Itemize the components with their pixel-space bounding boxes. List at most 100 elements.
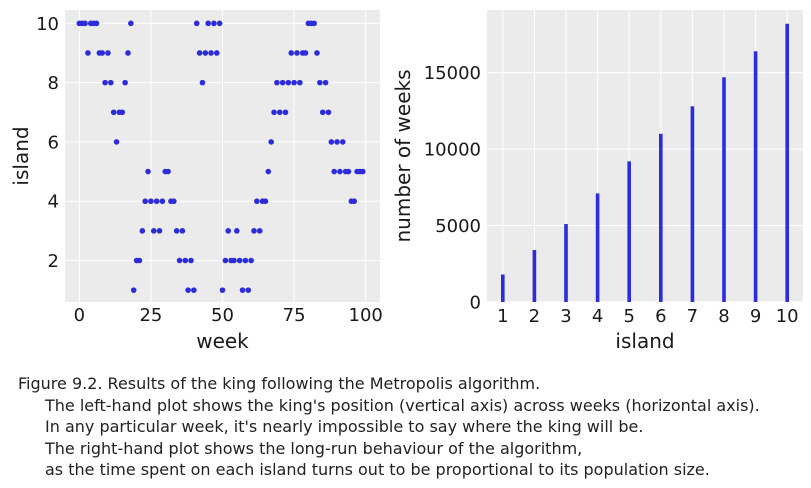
- x-tick-label: 50: [211, 305, 234, 326]
- y-tick-label: 6: [48, 132, 59, 153]
- y-tick-label: 0: [470, 293, 481, 314]
- caption-line-2: The left-hand plot shows the king's posi…: [45, 395, 760, 415]
- data-point: [345, 168, 352, 175]
- caption-line-5: as the time spent on each island turns o…: [45, 460, 710, 479]
- data-point: [234, 228, 240, 234]
- data-point: [85, 50, 91, 56]
- plot-area: [487, 10, 803, 302]
- data-point: [294, 50, 300, 56]
- caption-line-3: In any particular week, it's nearly impo…: [45, 417, 644, 436]
- x-tick-label: 7: [687, 306, 698, 327]
- bar: [564, 224, 568, 302]
- data-point: [268, 139, 274, 145]
- data-point: [205, 20, 211, 27]
- data-point: [311, 20, 317, 27]
- x-tick-label: 100: [349, 305, 383, 326]
- data-point: [236, 257, 243, 264]
- data-point: [142, 198, 148, 205]
- data-point: [153, 198, 160, 205]
- figure-caption: Figure 9.2. Results of the king followin…: [18, 373, 808, 481]
- data-point: [191, 287, 197, 293]
- y-tick-label: 15000: [424, 63, 481, 84]
- data-point: [339, 139, 346, 145]
- data-point: [93, 20, 100, 27]
- data-point: [148, 198, 154, 205]
- data-point: [122, 79, 128, 86]
- x-axis-label: island: [615, 329, 674, 353]
- data-point: [334, 139, 340, 145]
- data-point: [150, 228, 157, 234]
- bar: [501, 274, 505, 302]
- y-axis-label: number of weeks: [391, 69, 415, 242]
- data-point: [322, 79, 329, 86]
- data-point: [159, 198, 166, 205]
- caption-line-1: Figure 9.2. Results of the king followin…: [18, 374, 541, 393]
- bar: [595, 193, 600, 302]
- data-point: [216, 20, 223, 27]
- data-point: [251, 228, 257, 234]
- data-point: [219, 287, 226, 293]
- data-point: [276, 109, 283, 116]
- x-tick-label: 75: [283, 305, 306, 326]
- weeks-per-island-bar-chart: 0 5000 10000 15000 1 2 3 4 5 6 7 8 9 10 island number o…: [391, 10, 803, 353]
- island-by-week-scatter-chart: 0 25 50 75 100 2 4 6 8 10 week island: [9, 10, 383, 353]
- data-point: [136, 257, 143, 264]
- data-point: [182, 257, 189, 264]
- x-axis-label: week: [196, 329, 249, 353]
- x-tick-label: 3: [560, 306, 571, 327]
- data-point: [319, 109, 326, 116]
- x-tick-label: 9: [750, 306, 761, 327]
- data-point: [265, 168, 272, 175]
- x-tick-label: 5: [623, 306, 634, 327]
- x-tick-label: 25: [139, 305, 162, 326]
- data-point: [262, 198, 269, 205]
- bar: [532, 250, 537, 302]
- data-point: [231, 257, 237, 264]
- data-point: [196, 50, 203, 56]
- data-point: [213, 50, 220, 56]
- caption-line-4: The right-hand plot shows the long-run b…: [45, 438, 583, 458]
- data-point: [211, 20, 217, 27]
- data-point: [128, 20, 134, 27]
- data-point: [156, 228, 163, 234]
- data-point: [248, 257, 254, 264]
- data-point: [119, 109, 126, 116]
- data-point: [130, 287, 137, 293]
- y-tick-label: 10000: [424, 140, 481, 161]
- data-point: [185, 287, 191, 293]
- data-point: [325, 109, 332, 116]
- data-point: [285, 79, 292, 86]
- data-point: [82, 20, 88, 27]
- data-point: [199, 79, 206, 86]
- data-point: [193, 20, 200, 27]
- data-point: [351, 198, 358, 205]
- data-point: [202, 50, 209, 56]
- data-point: [225, 228, 232, 234]
- data-point: [145, 168, 151, 175]
- data-point: [173, 228, 180, 234]
- data-point: [291, 79, 297, 86]
- data-point: [317, 79, 323, 86]
- x-tick-label: 2: [529, 306, 540, 327]
- data-point: [254, 198, 260, 205]
- data-point: [179, 228, 186, 234]
- x-tick-label: 10: [776, 306, 799, 327]
- bar: [659, 133, 663, 302]
- y-tick-label: 2: [48, 251, 59, 272]
- data-point: [176, 257, 183, 264]
- data-point: [102, 79, 108, 86]
- data-point: [328, 139, 335, 145]
- y-tick-label: 8: [48, 73, 59, 94]
- data-point: [105, 50, 111, 56]
- data-point: [239, 287, 246, 293]
- bar: [722, 77, 726, 302]
- data-point: [222, 257, 229, 264]
- bar: [690, 106, 695, 302]
- bar: [627, 161, 631, 302]
- y-tick-label: 5000: [435, 216, 481, 237]
- data-point: [99, 50, 106, 56]
- data-point: [271, 109, 277, 116]
- data-point: [337, 168, 343, 175]
- bar: [785, 23, 789, 303]
